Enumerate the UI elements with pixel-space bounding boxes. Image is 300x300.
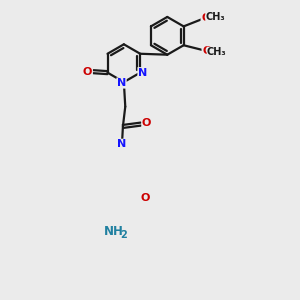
Text: N: N [117, 140, 127, 149]
Text: O: O [142, 118, 151, 128]
Text: O: O [83, 67, 92, 77]
Text: CH₃: CH₃ [206, 12, 225, 22]
Text: CH₃: CH₃ [207, 47, 226, 57]
Text: O: O [202, 46, 212, 56]
Text: O: O [140, 193, 150, 203]
Text: 2: 2 [120, 230, 127, 240]
Text: N: N [117, 78, 126, 88]
Text: N: N [117, 140, 127, 149]
Text: O: O [201, 14, 211, 23]
Text: N: N [138, 68, 147, 78]
Text: NH: NH [104, 225, 124, 238]
